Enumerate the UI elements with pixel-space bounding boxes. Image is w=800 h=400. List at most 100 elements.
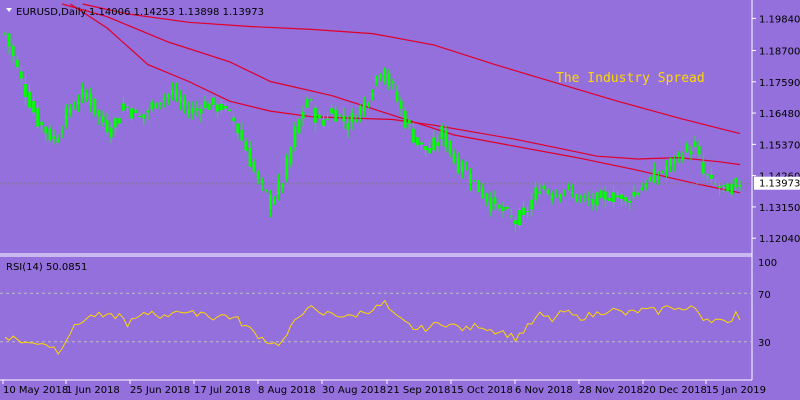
time-tick-label: 1 Jun 2018 [66,385,120,396]
candle-body [726,183,730,192]
candle-body [72,107,76,109]
candle-body [28,91,31,108]
candle-body [56,138,60,143]
candle-body [371,93,374,97]
candle-body [289,147,293,164]
candle-body [166,94,170,98]
candle-body [685,143,689,152]
candle-body [628,200,632,203]
triangle-down-icon[interactable] [6,8,12,12]
candle-body [440,126,444,140]
candle-body [15,59,19,67]
candle-body [113,118,117,128]
candle-body [530,199,534,210]
price-tick-label: 1.17590 [759,78,800,89]
candle-body [575,194,579,202]
candle-body [207,103,211,110]
candle-body [52,136,56,139]
candle-body [546,189,550,194]
candle-body [526,210,530,212]
rsi-tick-70: 70 [758,290,771,301]
candle-body [179,96,183,103]
candle-body [395,91,399,101]
candle-body [558,194,562,198]
candle-body [366,103,370,106]
candle-body [346,123,350,130]
candle-body [248,147,252,167]
candle-body [342,115,346,122]
candle-body [644,183,648,188]
candle-body [101,116,105,123]
time-tick-label: 20 Dec 2018 [643,385,707,396]
candle-body [215,104,219,112]
candle-body [428,148,432,154]
candle-body [68,107,72,114]
candle-body [19,71,23,79]
candle-body [595,192,599,206]
candle-body [158,102,162,105]
candle-body [452,153,456,163]
rsi-tick-30: 30 [758,338,771,349]
current-price-tag: 1.13973 [754,176,800,190]
candle-body [375,76,379,84]
candle-body [485,193,489,203]
candle-body [620,194,624,199]
candle-body [648,177,652,181]
rsi-axis: 100 70 30 [758,258,777,349]
candle-body [277,180,281,195]
candle-body [722,185,726,187]
candle-body [677,152,681,158]
time-tick-label: 30 Aug 2018 [322,385,386,396]
candle-body [203,101,207,109]
candle-body [40,121,44,126]
candle-body [32,100,36,113]
price-tick-label: 1.12040 [759,234,800,245]
candle-body [403,110,407,128]
candle-body [175,90,178,99]
candle-body [322,119,325,126]
time-tick-label: 17 Jul 2018 [194,385,251,396]
candle-body [673,160,677,164]
candle-body [718,186,722,188]
candle-body [730,183,734,195]
candle-body [199,109,203,114]
candle-body [518,210,521,226]
candle-body [424,146,428,151]
rsi-title: RSI(14) 50.0851 [6,262,87,273]
candle-body [48,128,52,141]
candle-body [77,101,80,104]
moving-average-line [62,3,741,194]
rsi-panel[interactable]: RSI(14) 50.0851 100 70 30 [0,258,777,355]
candle-body [236,123,240,134]
candle-body [60,131,64,133]
candle-body [211,97,215,105]
candle-body [126,106,129,108]
candle-body [432,137,436,151]
candle-body [534,187,538,200]
candle-body [301,111,305,119]
candle-body [469,174,472,184]
candle-body [701,162,705,174]
candle-body [273,198,276,204]
watermark-text: The Industry Spread [556,71,705,86]
candle-body [562,190,566,192]
candle-body [669,158,673,166]
price-tick-label: 1.19840 [759,14,800,25]
candle-body [11,46,15,57]
candle-body [599,190,603,198]
price-panel[interactable] [0,3,752,233]
candle-body [591,199,595,205]
price-tick-label: 1.18700 [759,47,800,58]
candle-body [224,105,227,109]
candle-body [436,142,440,147]
price-tick-label: 1.16480 [759,109,800,120]
candle-body [477,180,481,193]
candle-body [256,171,260,180]
candle-body [444,130,448,148]
candle-body [240,130,244,141]
candle-body [554,195,558,197]
candle-body [154,103,158,109]
candle-body [93,98,97,114]
